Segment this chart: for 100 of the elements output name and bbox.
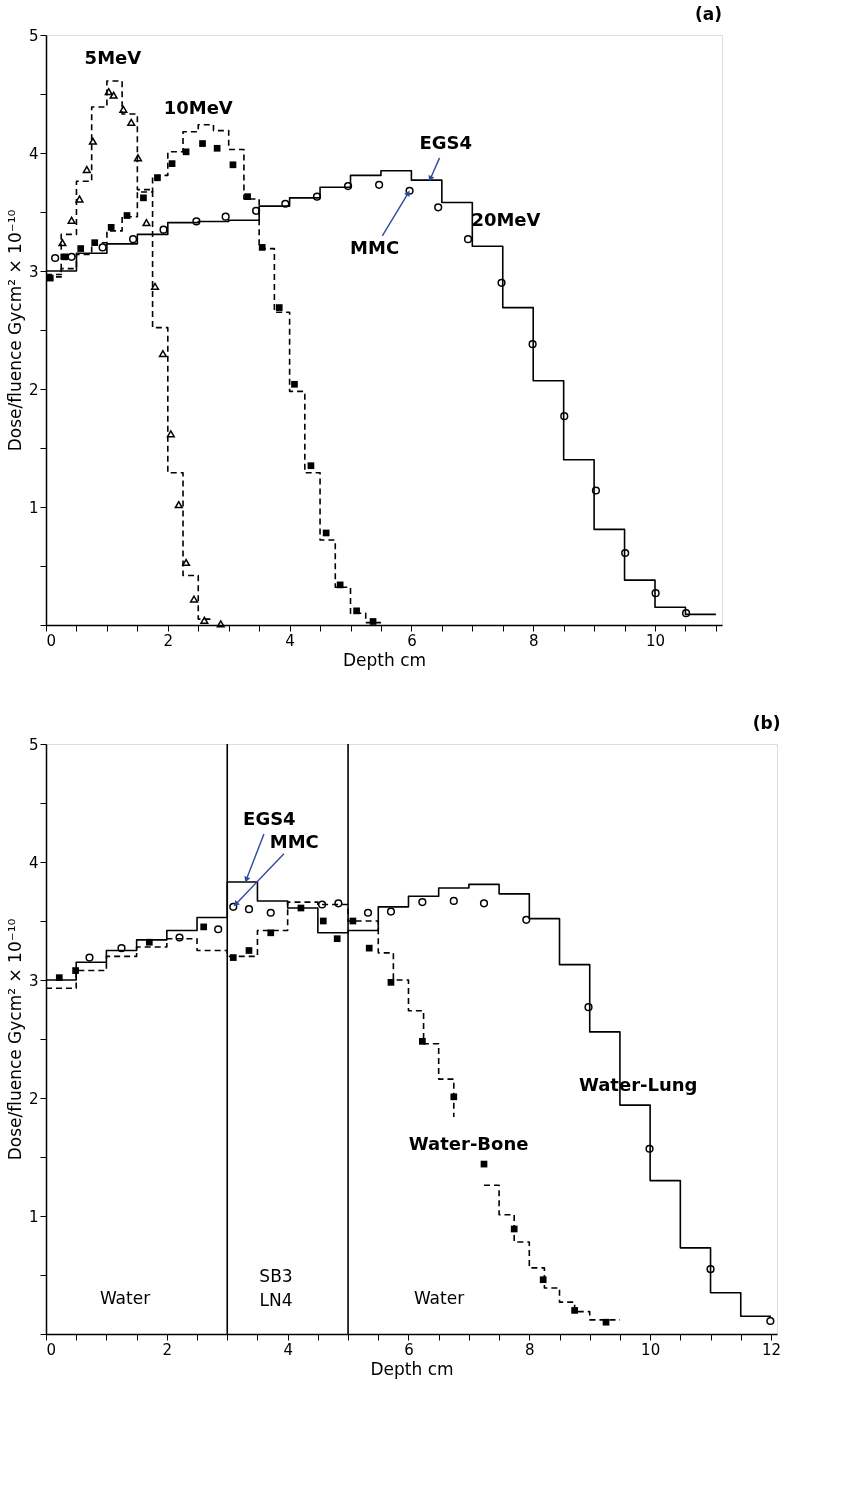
- point: [67, 216, 76, 224]
- point: [681, 609, 691, 618]
- point: [386, 907, 396, 916]
- point: [174, 500, 183, 509]
- point: [158, 349, 168, 358]
- point: [343, 181, 353, 191]
- point: [405, 186, 414, 195]
- y-tick-label: 2: [28, 1089, 39, 1108]
- point: [621, 548, 630, 558]
- series-label: 5MeV: [84, 47, 142, 69]
- point: [497, 278, 506, 287]
- chart-title: (b): [752, 713, 781, 733]
- point: [419, 1038, 426, 1045]
- point: [450, 1093, 458, 1101]
- annotation: EGS4: [243, 808, 296, 830]
- point: [200, 923, 208, 931]
- point: [363, 908, 373, 917]
- point: [528, 340, 537, 349]
- point: [229, 161, 237, 169]
- point: [522, 915, 531, 924]
- annotation: SB3: [259, 1266, 293, 1286]
- point: [214, 925, 223, 934]
- x-tick-label: 6: [407, 631, 417, 650]
- point: [602, 1318, 610, 1326]
- point: [267, 929, 275, 937]
- point: [128, 235, 138, 244]
- point: [651, 589, 660, 598]
- x-tick-label: 6: [404, 1340, 414, 1359]
- y-axis-title: Dose/fluence Gycm² × 10⁻¹⁰: [4, 209, 25, 452]
- point: [216, 620, 225, 628]
- point: [560, 412, 569, 421]
- point: [168, 160, 176, 167]
- point: [77, 245, 85, 252]
- y-tick-label: 4: [28, 144, 39, 163]
- point: [123, 212, 131, 219]
- point: [539, 1276, 547, 1284]
- annotation: Water: [99, 1288, 151, 1308]
- point: [244, 193, 251, 201]
- y-tick-label: 1: [28, 1207, 39, 1226]
- annotation: MMC: [269, 830, 319, 852]
- annotation: EGS4: [419, 132, 472, 154]
- point: [571, 1307, 578, 1314]
- point: [252, 206, 261, 215]
- point: [175, 933, 184, 942]
- point: [365, 944, 373, 952]
- point: [463, 235, 473, 244]
- x-tick-label: 0: [46, 1340, 57, 1359]
- x-tick-label: 10: [645, 631, 666, 650]
- y-tick-label: 2: [28, 380, 39, 399]
- point: [645, 1144, 654, 1153]
- point: [166, 430, 175, 438]
- annotation: MMC: [350, 236, 400, 258]
- point: [46, 274, 54, 282]
- point: [336, 581, 344, 589]
- point: [200, 616, 209, 624]
- annotation: LN4: [259, 1290, 293, 1310]
- point: [182, 148, 190, 156]
- point: [88, 137, 97, 145]
- point: [221, 212, 230, 221]
- point: [133, 154, 143, 162]
- point: [333, 935, 341, 943]
- point: [319, 917, 327, 925]
- point: [75, 195, 84, 203]
- series-label: 10MeV: [163, 96, 233, 118]
- x-axis-title: Depth cm: [342, 649, 427, 670]
- point: [418, 898, 427, 907]
- point: [479, 899, 489, 908]
- chart-title: (a): [694, 4, 722, 24]
- y-tick-label: 5: [28, 735, 39, 754]
- point: [51, 253, 60, 263]
- point: [55, 974, 63, 981]
- point: [109, 91, 118, 99]
- point: [142, 218, 151, 227]
- point: [387, 979, 395, 986]
- x-tick-label: 2: [162, 1340, 173, 1359]
- x-tick-label: 0: [46, 631, 57, 650]
- y-tick-label: 5: [28, 26, 39, 45]
- point: [127, 118, 136, 126]
- point: [150, 282, 160, 290]
- point: [291, 380, 298, 388]
- point: [154, 174, 161, 182]
- point: [98, 243, 107, 252]
- point: [61, 253, 69, 261]
- point: [67, 252, 76, 261]
- point: [159, 225, 168, 234]
- point: [434, 203, 443, 212]
- point: [281, 199, 290, 208]
- annotation: Water: [413, 1288, 465, 1308]
- x-tick-label: 8: [525, 1340, 535, 1359]
- point: [307, 462, 315, 470]
- series-label: 20MeV: [471, 208, 541, 230]
- point: [353, 607, 360, 615]
- y-axis-title: Dose/fluence Gycm² × 10⁻¹⁰: [4, 918, 25, 1161]
- point: [312, 192, 322, 201]
- x-axis-title: Depth cm: [370, 1358, 454, 1379]
- point: [117, 944, 126, 953]
- point: [91, 239, 99, 247]
- point: [706, 1265, 715, 1274]
- x-tick-label: 4: [283, 1340, 293, 1359]
- point: [181, 558, 191, 567]
